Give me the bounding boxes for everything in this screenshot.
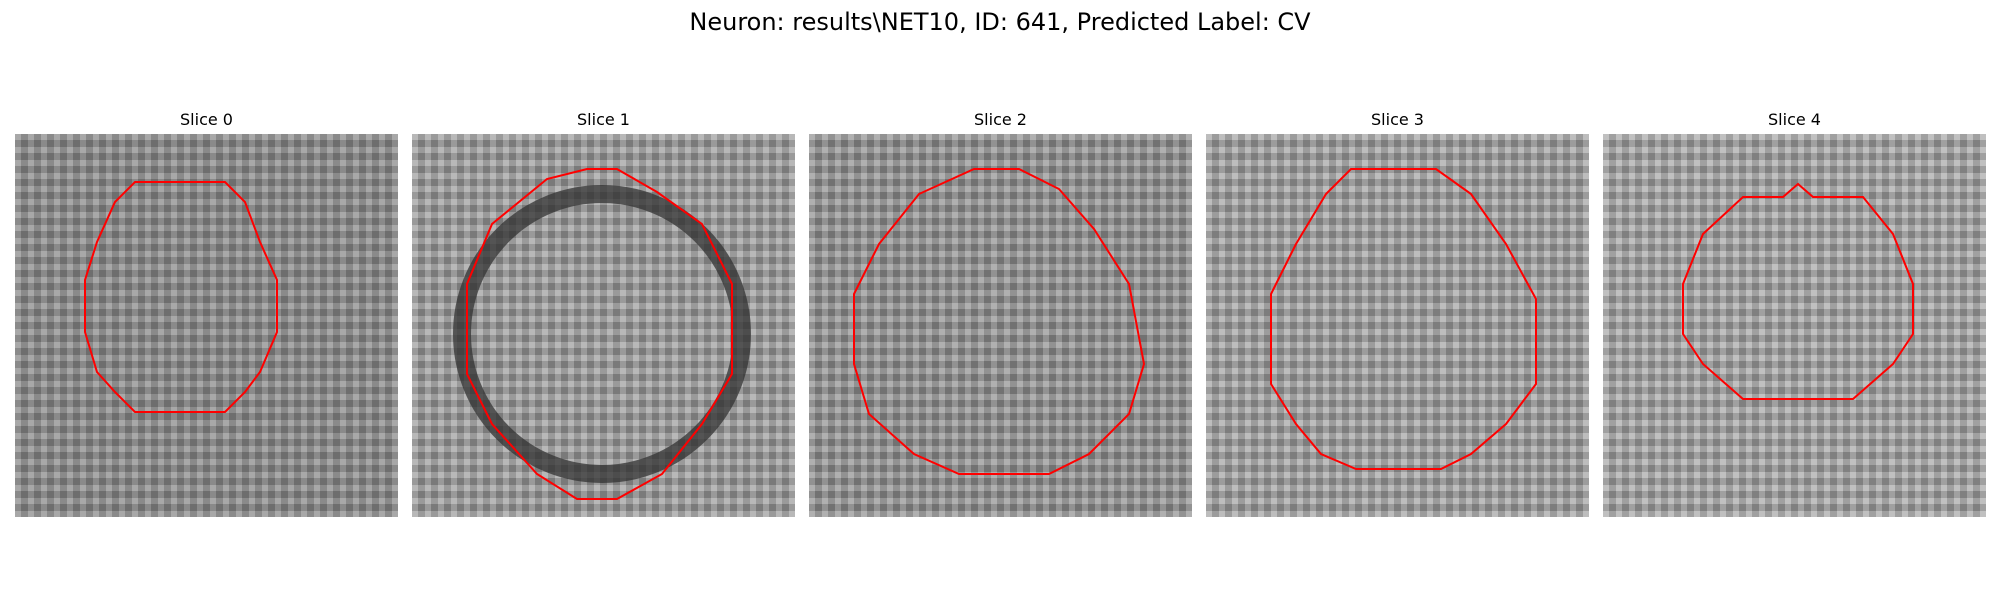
slice-image-1 [412,134,795,517]
membrane-ring-1 [453,185,751,483]
figure-title: Neuron: results\NET10, ID: 641, Predicte… [689,8,1311,36]
slice-image-2 [809,134,1192,517]
slice-panel-2: Slice 2 [809,110,1192,517]
slice-image-4 [1603,134,1986,517]
slice-title-4: Slice 4 [1768,110,1821,129]
slice-texture-2 [809,134,1192,517]
contour-0 [84,181,278,413]
slice-title-0: Slice 0 [180,110,233,129]
slice-panel-1: Slice 1 [412,110,795,517]
slice-texture-0 [15,134,398,517]
slice-panel-0: Slice 0 [15,110,398,517]
slice-title-1: Slice 1 [577,110,630,129]
slice-texture-3 [1206,134,1589,517]
contour-2 [853,168,1146,475]
slice-image-3 [1206,134,1589,517]
contour-1 [466,168,733,500]
slice-panel-3: Slice 3 [1206,110,1589,517]
slice-texture-4 [1603,134,1986,517]
contour-3 [1270,168,1537,470]
slice-title-2: Slice 2 [974,110,1027,129]
slice-title-3: Slice 3 [1371,110,1424,129]
slice-image-0 [15,134,398,517]
slice-panel-4: Slice 4 [1603,110,1986,517]
contour-4 [1682,182,1914,400]
